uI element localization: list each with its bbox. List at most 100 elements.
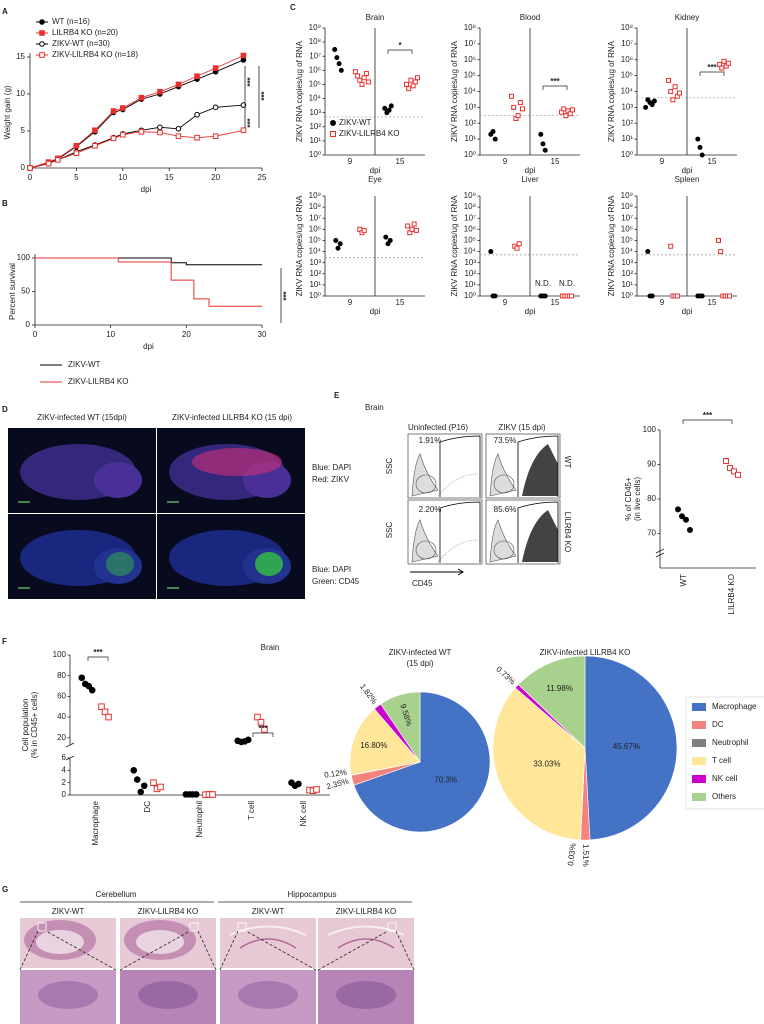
y-tick-label: 10⁴ [621,87,634,96]
marker [731,468,737,475]
marker [92,127,98,134]
slice-label: 70.3% [434,775,457,784]
y-tick-label: 10⁶ [309,224,321,233]
bracket [542,85,568,90]
y-tick-label: 2 [62,778,67,787]
bracket [252,732,274,737]
significance: *** [246,117,255,127]
cells [38,981,98,1009]
inset-box [387,922,397,932]
x-tick-label: 9 [348,298,353,307]
x-tick-label: 20 [211,173,220,182]
marker [723,458,729,465]
stain-label: Red: ZIKV [312,475,350,484]
y-tick-label: 70 [647,529,656,538]
y-tick-label: 10⁷ [621,39,633,48]
y-axis-label: ZIKV RNA copies/ug of RNA [295,40,304,142]
y-tick-label: 10¹ [464,280,476,289]
slice-label: 0.03% [566,843,578,867]
zoom-line [119,930,191,971]
slice-label: 0.12% [324,768,348,780]
y-tick-label: 100 [53,650,67,659]
x-tick-label: 15 [551,298,560,307]
y-tick-label: 10¹ [621,134,633,143]
x-tick-label: LILRB4 KO [727,574,736,614]
marker [361,75,367,81]
annotation: N.D. [535,279,551,288]
marker [412,79,418,85]
marker [27,165,33,171]
legend-swatch [692,739,706,747]
inset-box [237,922,247,932]
y-tick-label: 10⁰ [309,150,321,159]
marker [413,227,419,233]
x-tick-label: 9 [660,298,665,307]
marker [405,223,411,229]
x-tick-label: 15 [708,157,717,166]
axis-arrow [410,568,464,576]
y-tick-label: 0 [26,320,31,329]
pie-slice [349,708,421,776]
marker [39,19,45,25]
y-tick-label: 10⁸ [309,202,321,211]
caption: ZIKV-infected LILRB4 KO (15 dpi) [172,413,292,422]
marker [335,245,341,251]
signal [192,448,282,476]
x-tick-label: 0 [28,173,33,182]
y-tick-label: 10⁶ [464,224,476,233]
gate [439,501,481,563]
x-tick-label: 0 [33,330,38,339]
y-tick-label: 10⁶ [621,224,633,233]
marker [88,686,96,694]
y-axis-label: Weight gain (g) [3,85,12,139]
legend-label: Neutrophil [712,738,749,747]
y-tick-label: 0 [21,163,26,172]
marker [388,103,394,109]
y-tick-label: 10³ [621,102,633,111]
significance: *** [707,63,717,72]
chart-title: Blood [520,13,540,22]
x-tick-label: T cell [247,801,256,820]
chart-title: ZIKV-infected WT [389,648,452,657]
marker [540,141,546,147]
tissue [94,548,142,584]
marker [406,86,412,92]
marker [240,52,247,59]
marker [105,713,112,721]
marker [336,61,342,67]
chart-title: (15 dpi) [406,659,433,668]
zoom-line [45,930,117,971]
marker [192,791,200,798]
y-tick-label: 10⁸ [621,23,633,32]
marker [366,79,372,85]
marker [357,77,363,83]
y-tick-label: 10¹ [309,136,321,145]
marker [542,147,548,153]
marker [386,107,392,113]
chart-title: Eye [368,175,382,184]
x-tick-label: 9 [660,157,665,166]
legend-swatch [692,757,706,765]
events [437,539,479,563]
marker [45,160,52,167]
marker [212,65,219,71]
series-line [35,257,262,307]
region-label: Cerebellum [96,890,137,899]
marker [261,726,268,733]
y-axis-label: % of CD45+ [624,477,633,521]
y-axis-label: (in live cells) [633,477,642,521]
significance: *** [703,411,713,420]
marker [212,104,219,111]
chart-title: Brain [261,643,280,652]
marker [240,57,247,63]
legend-swatch [692,775,706,783]
y-tick-label: 10³ [309,108,321,117]
legend-swatch [692,793,706,801]
y-tick-label: 10² [621,118,633,127]
series-line [35,257,262,266]
marker [55,157,61,163]
slice-label: 1.82% [358,682,379,705]
marker [110,108,117,114]
marker [73,150,80,156]
marker [385,241,391,247]
